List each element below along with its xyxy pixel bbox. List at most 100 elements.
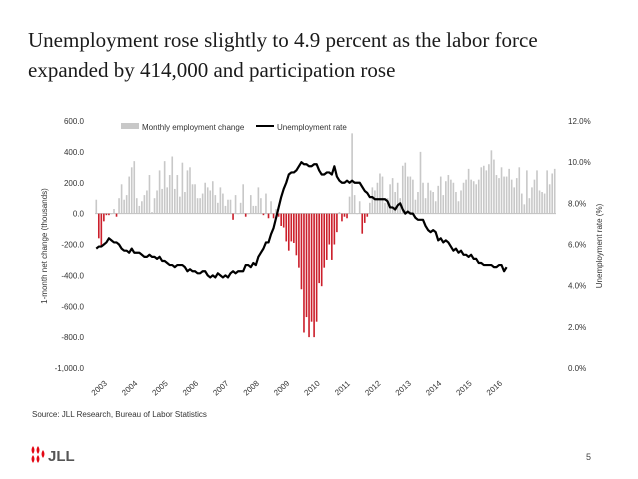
employment-change-bar — [130, 167, 133, 214]
legend-label-unemployment-rate: Unemployment rate — [277, 123, 347, 132]
left-axis-title: 1-month net change (thousands) — [40, 188, 49, 304]
employment-change-bar — [143, 195, 146, 214]
employment-change-bar — [422, 182, 424, 214]
right-axis-tick-label: 12.0% — [568, 117, 591, 126]
employment-change-bar — [424, 198, 427, 214]
employment-change-bar — [356, 213, 358, 215]
employment-change-bar — [95, 199, 98, 214]
employment-change-bar — [533, 179, 536, 214]
employment-change-bar — [217, 202, 219, 214]
employment-change-bar — [538, 190, 541, 214]
employment-change-bar — [163, 161, 166, 214]
employment-change-bar — [475, 184, 478, 214]
x-axis-year-label: 2008 — [242, 378, 262, 397]
employment-change-bar — [151, 212, 153, 214]
employment-change-bar — [477, 179, 480, 214]
employment-change-bar — [325, 213, 328, 260]
right-axis-tick-label: 4.0% — [568, 282, 586, 291]
x-axis-year-label: 2006 — [181, 378, 201, 397]
employment-change-bar — [341, 213, 343, 222]
left-axis-tick-label: -200.0 — [61, 241, 84, 250]
employment-change-bar — [396, 182, 399, 214]
employment-change-bar — [515, 178, 518, 214]
employment-change-bar — [379, 173, 381, 214]
employment-change-bar — [348, 196, 351, 214]
employment-change-bar — [374, 190, 376, 214]
employment-change-bar — [234, 195, 237, 214]
employment-change-bar — [414, 199, 417, 214]
employment-change-bar — [227, 199, 229, 214]
chart-legend: Monthly employment change Unemployment ra… — [121, 123, 347, 132]
x-axis-year-label: 2005 — [150, 378, 170, 397]
right-axis-tick-label: 6.0% — [568, 241, 586, 250]
page-number: 5 — [586, 452, 592, 462]
employment-change-bar — [103, 213, 105, 222]
right-axis-title: Unemployment rate (%) — [595, 203, 604, 288]
employment-change-bar — [313, 213, 315, 338]
employment-change-bar — [386, 198, 389, 214]
employment-change-bar — [158, 170, 161, 214]
employment-change-bar — [310, 213, 313, 322]
x-axis-year-label: 2010 — [302, 378, 322, 397]
employment-change-bar — [331, 213, 333, 260]
employment-change-bar — [520, 193, 523, 214]
left-axis-tick-label: -800.0 — [61, 333, 84, 342]
employment-change-bar — [290, 213, 293, 242]
employment-change-bar — [318, 213, 320, 284]
employment-change-bar — [470, 179, 472, 214]
employment-change-bar — [229, 199, 232, 214]
employment-change-bar — [285, 213, 288, 242]
employment-change-bar — [209, 190, 212, 214]
employment-change-bar — [300, 213, 303, 290]
employment-change-bar — [252, 205, 255, 214]
employment-change-bar — [465, 179, 467, 214]
employment-change-bar — [407, 176, 409, 214]
employment-change-bar — [123, 199, 125, 214]
employment-change-bar — [115, 213, 118, 217]
employment-change-bar — [434, 201, 437, 214]
employment-change-bar — [270, 201, 272, 214]
employment-change-bar — [295, 213, 298, 256]
jll-logo-mark-icon — [31, 446, 45, 463]
employment-change-bar — [211, 181, 214, 214]
employment-change-bar — [161, 188, 163, 214]
employment-change-bar — [455, 192, 457, 214]
employment-change-bar — [308, 213, 310, 338]
employment-change-bar — [389, 184, 391, 214]
left-axis-tick-label: -1,000.0 — [55, 364, 85, 373]
employment-change-bar — [503, 176, 505, 214]
employment-change-bar — [417, 192, 419, 214]
employment-change-bar — [303, 213, 305, 333]
employment-change-bar — [135, 198, 138, 214]
employment-change-bar — [156, 190, 158, 214]
employment-change-bar — [287, 213, 290, 251]
x-axis-year-label: 2009 — [272, 378, 292, 397]
employment-change-bar — [199, 198, 201, 214]
employment-change-bar — [323, 213, 326, 268]
employment-change-bar — [343, 213, 346, 217]
employment-change-bar — [280, 213, 282, 226]
employment-change-bar — [173, 188, 176, 214]
employment-change-bar — [467, 168, 470, 214]
source-note: Source: JLL Research, Bureau of Labor St… — [32, 410, 207, 419]
employment-change-bar — [488, 164, 490, 214]
employment-change-bar — [277, 213, 280, 217]
employment-change-bar — [196, 198, 199, 214]
employment-change-bar — [244, 213, 247, 217]
axis-labels: 600.0 400.0 200.0 0.0 -200.0 -400.0 -600.0 -800… — [40, 117, 604, 397]
employment-change-bar — [105, 213, 108, 216]
unemployment-rate-line — [95, 161, 508, 279]
employment-change-bar — [219, 187, 222, 214]
employment-change-bar — [179, 196, 181, 214]
employment-change-bar — [320, 213, 323, 287]
employment-change-bar — [328, 213, 331, 245]
employment-change-bar — [260, 198, 262, 214]
employment-change-bar — [232, 213, 234, 220]
employment-change-bar — [249, 195, 252, 214]
employment-change-bar — [128, 176, 130, 214]
employment-change-bar — [118, 198, 120, 214]
x-axis-year-label: 2007 — [211, 378, 231, 397]
legend-bar-swatch — [121, 123, 139, 129]
employment-change-bar — [460, 190, 462, 214]
employment-change-bar — [480, 167, 483, 214]
